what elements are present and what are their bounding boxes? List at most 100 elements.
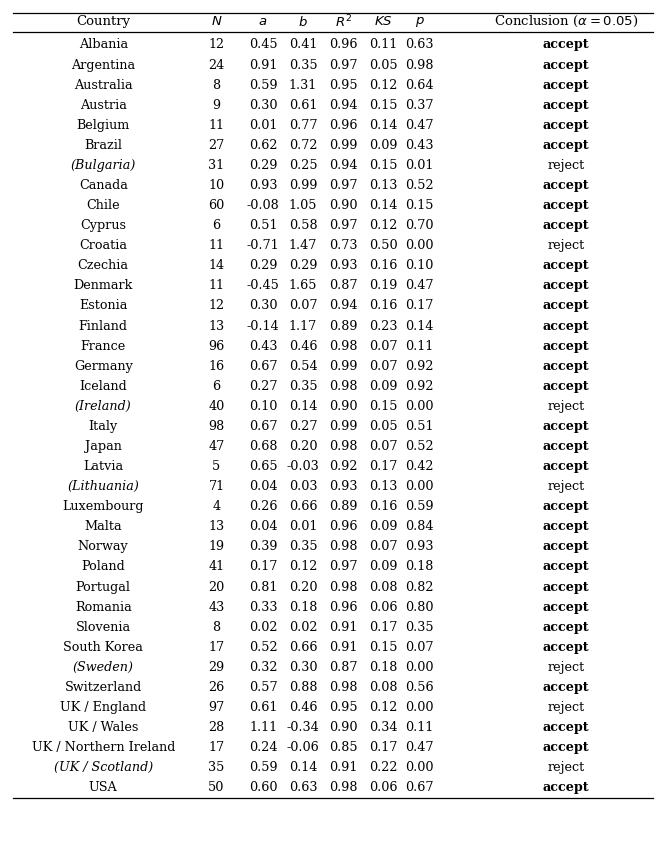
- Text: 0.98: 0.98: [406, 59, 434, 72]
- Text: Conclusion ($\alpha = 0.05$): Conclusion ($\alpha = 0.05$): [494, 14, 638, 29]
- Text: 0.35: 0.35: [289, 541, 317, 553]
- Text: 0.98: 0.98: [329, 339, 357, 353]
- Text: 0.59: 0.59: [249, 761, 277, 775]
- Text: $KS$: $KS$: [374, 15, 392, 29]
- Text: 13: 13: [208, 320, 224, 333]
- Text: 0.00: 0.00: [406, 400, 434, 413]
- Text: accept: accept: [543, 320, 589, 333]
- Text: 6: 6: [212, 380, 220, 392]
- Text: 0.92: 0.92: [329, 460, 357, 473]
- Text: 0.17: 0.17: [249, 561, 277, 573]
- Text: 0.14: 0.14: [289, 761, 317, 775]
- Text: 0.50: 0.50: [369, 239, 397, 253]
- Text: 0.63: 0.63: [406, 39, 434, 51]
- Text: 0.98: 0.98: [329, 380, 357, 392]
- Text: 0.72: 0.72: [289, 139, 317, 152]
- Text: 17: 17: [208, 641, 224, 653]
- Text: 1.05: 1.05: [289, 199, 317, 212]
- Text: 0.08: 0.08: [369, 580, 397, 594]
- Text: 0.25: 0.25: [289, 159, 317, 172]
- Text: -0.06: -0.06: [286, 741, 320, 754]
- Text: 0.66: 0.66: [289, 641, 317, 653]
- Text: 0.81: 0.81: [249, 580, 277, 594]
- Text: accept: accept: [543, 199, 589, 212]
- Text: 0.58: 0.58: [289, 219, 317, 232]
- Text: -0.45: -0.45: [246, 280, 280, 292]
- Text: 0.67: 0.67: [249, 360, 277, 373]
- Text: 0.30: 0.30: [249, 99, 277, 112]
- Text: accept: accept: [543, 380, 589, 392]
- Text: 0.82: 0.82: [406, 580, 434, 594]
- Text: 0.54: 0.54: [289, 360, 317, 373]
- Text: 0.24: 0.24: [249, 741, 277, 754]
- Text: 0.14: 0.14: [369, 119, 397, 132]
- Text: 11: 11: [208, 239, 224, 253]
- Text: 0.93: 0.93: [329, 480, 357, 493]
- Text: Luxembourg: Luxembourg: [63, 500, 144, 514]
- Text: Australia: Australia: [74, 78, 133, 92]
- Text: $N$: $N$: [210, 15, 222, 29]
- Text: 0.30: 0.30: [249, 300, 277, 312]
- Text: 0.94: 0.94: [329, 159, 357, 172]
- Text: 0.30: 0.30: [289, 661, 317, 674]
- Text: 12: 12: [208, 39, 224, 51]
- Text: accept: accept: [543, 139, 589, 152]
- Text: 0.52: 0.52: [406, 179, 434, 192]
- Text: 0.15: 0.15: [369, 99, 397, 112]
- Text: 0.52: 0.52: [249, 641, 277, 653]
- Text: 0.35: 0.35: [289, 59, 317, 72]
- Text: 0.16: 0.16: [369, 500, 397, 514]
- Text: UK / England: UK / England: [60, 701, 147, 714]
- Text: Croatia: Croatia: [79, 239, 127, 253]
- Text: Argentina: Argentina: [71, 59, 135, 72]
- Text: 0.93: 0.93: [329, 259, 357, 272]
- Text: 14: 14: [208, 259, 224, 272]
- Text: 0.17: 0.17: [369, 741, 397, 754]
- Text: reject: reject: [547, 400, 585, 413]
- Text: 47: 47: [208, 440, 224, 453]
- Text: 0.59: 0.59: [249, 78, 277, 92]
- Text: 9: 9: [212, 99, 220, 112]
- Text: 0.18: 0.18: [406, 561, 434, 573]
- Text: 0.02: 0.02: [249, 621, 277, 634]
- Text: 0.04: 0.04: [249, 480, 277, 493]
- Text: reject: reject: [547, 701, 585, 714]
- Text: 0.42: 0.42: [406, 460, 434, 473]
- Text: 0.09: 0.09: [369, 139, 397, 152]
- Text: 0.20: 0.20: [289, 440, 317, 453]
- Text: accept: accept: [543, 179, 589, 192]
- Text: UK / Wales: UK / Wales: [68, 721, 139, 734]
- Text: 0.17: 0.17: [369, 621, 397, 634]
- Text: Romania: Romania: [75, 600, 132, 614]
- Text: reject: reject: [547, 761, 585, 775]
- Text: 0.60: 0.60: [249, 781, 277, 794]
- Text: 1.65: 1.65: [289, 280, 317, 292]
- Text: 6: 6: [212, 219, 220, 232]
- Text: Belgium: Belgium: [77, 119, 130, 132]
- Text: Country: Country: [76, 15, 131, 29]
- Text: 8: 8: [212, 621, 220, 634]
- Text: accept: accept: [543, 580, 589, 594]
- Text: accept: accept: [543, 561, 589, 573]
- Text: 5: 5: [212, 460, 220, 473]
- Text: 0.45: 0.45: [249, 39, 277, 51]
- Text: 0.09: 0.09: [369, 380, 397, 392]
- Text: 1.31: 1.31: [289, 78, 317, 92]
- Text: 0.18: 0.18: [289, 600, 317, 614]
- Text: 0.90: 0.90: [329, 721, 357, 734]
- Text: 0.06: 0.06: [369, 781, 397, 794]
- Text: 0.20: 0.20: [289, 580, 317, 594]
- Text: 4: 4: [212, 500, 220, 514]
- Text: accept: accept: [543, 440, 589, 453]
- Text: 0.97: 0.97: [329, 59, 357, 72]
- Text: 0.05: 0.05: [369, 420, 397, 433]
- Text: accept: accept: [543, 259, 589, 272]
- Text: 0.34: 0.34: [369, 721, 397, 734]
- Text: 0.97: 0.97: [329, 219, 357, 232]
- Text: 41: 41: [208, 561, 224, 573]
- Text: Italy: Italy: [89, 420, 118, 433]
- Text: 0.97: 0.97: [329, 561, 357, 573]
- Text: 0.39: 0.39: [249, 541, 277, 553]
- Text: 0.01: 0.01: [289, 520, 317, 533]
- Text: USA: USA: [89, 781, 118, 794]
